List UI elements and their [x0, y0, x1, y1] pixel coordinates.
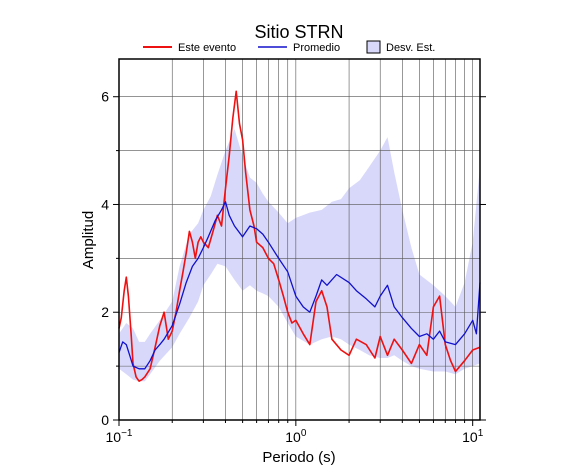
legend-desv-label: Desv. Est. [386, 42, 435, 54]
series-promedio-line [118, 201, 481, 370]
legend: Este evento Promedio Desv. Est. [143, 40, 435, 54]
grid [118, 59, 480, 420]
y-tick-label: 6 [101, 89, 109, 105]
y-tick-label: 2 [101, 304, 109, 320]
x-axis-label: Periodo (s) [262, 449, 335, 466]
x-tick-label: 101 [462, 428, 484, 445]
plot-frame [118, 58, 481, 421]
x-tick-label: 100 [285, 428, 307, 445]
series-este-evento-line [118, 90, 481, 383]
x-tick-label: 10−1 [106, 428, 133, 445]
legend-desv-swatch [366, 40, 381, 54]
y-tick-label: 0 [101, 412, 109, 428]
y-tick-label: 4 [101, 196, 109, 212]
y-axis-label: Amplitud [80, 211, 97, 269]
chart-title: Sitio STRN [254, 22, 343, 42]
plot-area [118, 59, 481, 420]
legend-promedio-label: Promedio [293, 42, 340, 54]
std-dev-band [119, 129, 480, 382]
axes: 0 2 4 6 10−1 100 101 [101, 58, 486, 445]
legend-este-label: Este evento [178, 42, 236, 54]
